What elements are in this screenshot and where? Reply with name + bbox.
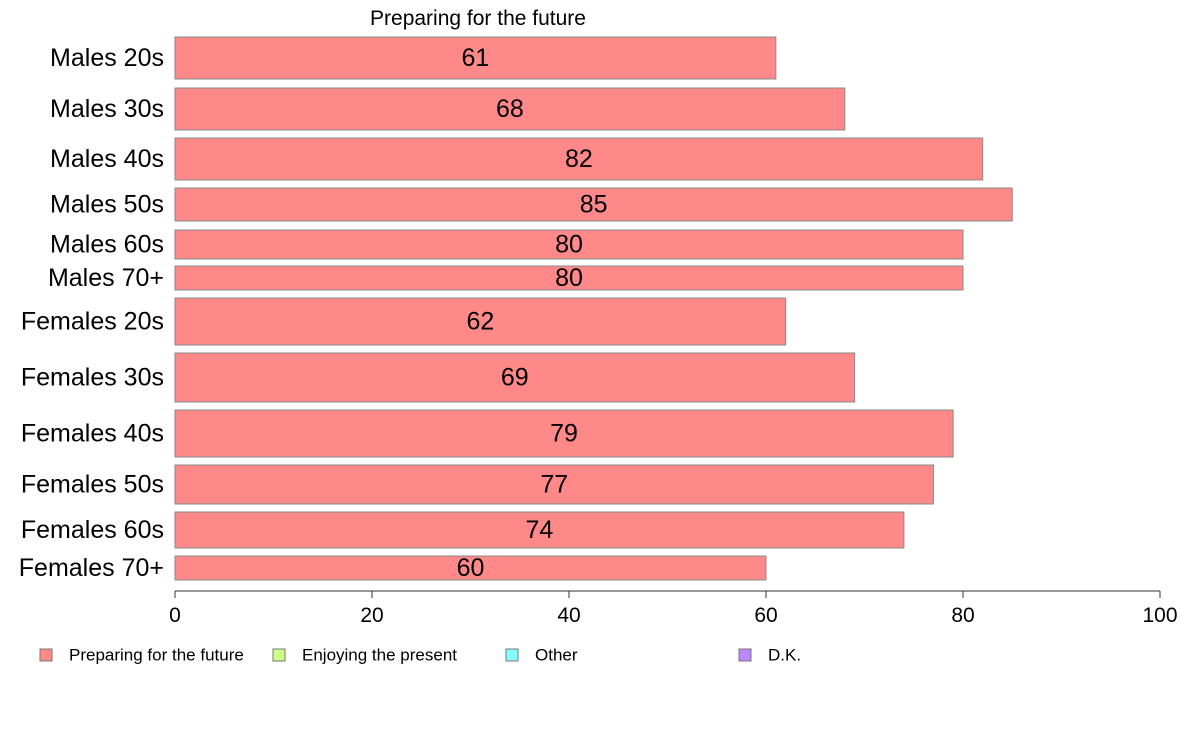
- bar-value-label: 60: [457, 554, 485, 582]
- x-axis: 0 20 40 60 80 100: [169, 590, 1178, 627]
- category-label: Males 50s: [50, 191, 164, 219]
- bar-value-label: 62: [466, 308, 494, 336]
- bar: [174, 187, 1013, 222]
- bar: [174, 352, 856, 403]
- category-label: Males 40s: [50, 145, 164, 173]
- bar: [174, 511, 905, 549]
- legend-label: Other: [535, 646, 578, 665]
- legend-item: Other: [505, 646, 578, 665]
- bar: [174, 36, 777, 80]
- x-tick-label: 40: [557, 604, 580, 627]
- legend-item: D.K.: [738, 646, 801, 665]
- category-label: Females 60s: [21, 516, 164, 544]
- category-label: Females 50s: [21, 471, 164, 499]
- bar-value-label: 68: [496, 95, 524, 123]
- bar: [174, 265, 964, 291]
- bar: [174, 409, 954, 458]
- category-label: Males 70+: [48, 264, 164, 292]
- bar: [174, 87, 846, 131]
- x-tick-label: 60: [754, 604, 777, 627]
- category-label: Males 20s: [50, 44, 164, 72]
- category-label: Females 20s: [21, 308, 164, 336]
- bar: [174, 297, 787, 346]
- bar-value-label: 69: [501, 364, 529, 392]
- legend-item: Preparing for the future: [39, 646, 244, 665]
- legend-swatch: [505, 648, 519, 662]
- bar: [174, 229, 964, 260]
- category-label: Females 30s: [21, 364, 164, 392]
- x-tick-label: 100: [1142, 604, 1177, 627]
- bar: [174, 555, 767, 581]
- category-label: Females 70+: [19, 554, 164, 582]
- legend: Preparing for the future Enjoying the pre…: [39, 646, 801, 665]
- bar-value-label: 74: [526, 516, 554, 544]
- bar-value-label: 79: [550, 420, 578, 448]
- x-tick-label: 0: [169, 604, 181, 627]
- category-label: Males 30s: [50, 95, 164, 123]
- bar-value-label: 61: [462, 44, 490, 72]
- bar-value-label: 80: [555, 231, 583, 259]
- bars-layer: Males 20s 61 Males 30s 68 Males 40s 82 Males 5…: [19, 36, 1013, 582]
- legend-label: D.K.: [768, 646, 801, 665]
- category-label: Males 60s: [50, 231, 164, 259]
- bar: [174, 137, 984, 181]
- bar-value-label: 80: [555, 264, 583, 292]
- x-tick-label: 20: [360, 604, 383, 627]
- bar-value-label: 85: [580, 191, 608, 219]
- legend-swatch: [272, 648, 286, 662]
- bar: [174, 464, 934, 505]
- bar-value-label: 82: [565, 145, 593, 173]
- category-label: Females 40s: [21, 420, 164, 448]
- legend-item: Enjoying the present: [272, 646, 457, 665]
- legend-swatch: [738, 648, 752, 662]
- legend-label: Enjoying the present: [302, 646, 457, 665]
- legend-swatch: [39, 648, 53, 662]
- legend-label: Preparing for the future: [69, 646, 244, 665]
- chart-title: Preparing for the future: [370, 7, 586, 30]
- bar-value-label: 77: [540, 471, 568, 499]
- x-tick-label: 80: [951, 604, 974, 627]
